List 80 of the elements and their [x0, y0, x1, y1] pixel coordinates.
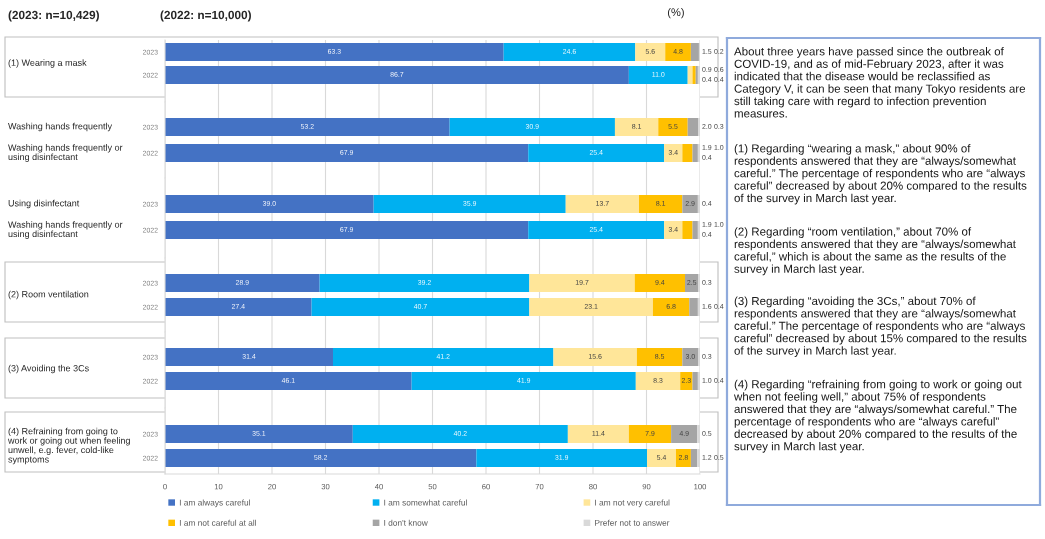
bar: [664, 221, 683, 239]
bar: [165, 348, 333, 366]
bar: [692, 372, 698, 390]
y-axis-title: (3) Avoiding the 3Cs: [8, 364, 89, 374]
text: Washing hands frequently or using disinfectant: [8, 221, 123, 239]
text: Washing hands frequently or using disinfectant: [8, 144, 123, 162]
bar: [311, 298, 530, 316]
bar: [682, 348, 699, 366]
bar: [692, 144, 698, 162]
bar: [165, 449, 477, 467]
bar: [687, 66, 693, 84]
bar: [503, 43, 636, 61]
chart-subtitle: (2022: n=10,000): [160, 10, 251, 22]
bar: [529, 274, 635, 292]
bar: [675, 449, 691, 467]
bar: [682, 144, 693, 162]
text: Washing hands frequently: [8, 122, 113, 132]
bar: [411, 372, 636, 390]
bar: [553, 348, 637, 366]
bar: [690, 449, 698, 467]
bar: [636, 348, 683, 366]
bar: [449, 118, 615, 136]
bar: [635, 43, 666, 61]
bar: [529, 298, 653, 316]
bar: [165, 66, 629, 84]
text: (2) Regarding “room ventilation,” about 70% of respondents answered that they are “always/somewhat careful,” which is about the same as the results of the survey in March last year.: [734, 227, 1016, 276]
bar: [165, 425, 353, 443]
bar: [628, 425, 672, 443]
bar: [664, 144, 683, 162]
bar: [614, 118, 659, 136]
text: About three years have passed since the outbreak of COVID-19, and as of mid-February 2023, after it was indicated that the disease would be reclassified as Category V, it can be seen that many Tokyo residents are still taking care with regard to infection prevention measures.: [734, 47, 1026, 118]
bar: [165, 298, 312, 316]
text: (4) Regarding “refraining from going to work or going out when not feeling well,” about 75% of respondents answered that they are “always/somewhat careful.” The percentage of respondents who are “always careful” decreased by about 20% compared to the results of the survey in March last year.: [733, 379, 1022, 453]
bar: [671, 425, 698, 443]
bar: [165, 274, 320, 292]
bar: [165, 43, 504, 61]
bar: [565, 195, 640, 213]
bar: [652, 298, 690, 316]
bar: [165, 195, 374, 213]
legend-label: I am always careful: [179, 499, 250, 508]
text: (3) Regarding “avoiding the 3Cs,” about 70% of respondents answered that they are “always/somewhat careful.” The percentage of respondents who are “always careful” decreased by about 15% compared to the results of the survey in March last year.: [734, 296, 1027, 358]
bar: [634, 274, 686, 292]
bar: [476, 449, 648, 467]
bar: [165, 144, 529, 162]
text: (1) Regarding “wearing a mask,” about 90% of respondents answered that they are “always/somewhat careful.” The percentage of respondents who are “always careful” decreased by about 20% compared to the results of the survey in March last year.: [734, 144, 1027, 205]
legend-label: Prefer not to answer: [595, 519, 670, 526]
legend-label: I don't know: [384, 519, 428, 526]
bar: [332, 348, 554, 366]
bar: [658, 118, 688, 136]
bar: [687, 118, 699, 136]
bar: [567, 425, 629, 443]
y-axis-title: (1) Wearing a mask: [8, 59, 87, 68]
bar: [165, 221, 529, 239]
bar: [682, 221, 693, 239]
legend-label: I am not careful at all: [179, 519, 256, 526]
bar: [689, 298, 698, 316]
bar: [165, 118, 450, 136]
bar: [352, 425, 568, 443]
bar: [635, 372, 681, 390]
x-axis-title: (%): [667, 7, 684, 19]
y-axis-title: (2) Room ventilation: [8, 290, 89, 300]
bar: [685, 274, 699, 292]
legend-label: I am not very careful: [595, 499, 670, 508]
bar: [628, 66, 688, 84]
bar: [319, 274, 530, 292]
bar: [647, 449, 676, 467]
text: (2023: n=10,429): [8, 10, 99, 22]
bar: [665, 43, 691, 61]
bar: [639, 195, 683, 213]
bar: [690, 43, 699, 61]
bar: [680, 372, 693, 390]
text: Using disinfectant: [8, 199, 80, 209]
legend-label: I am somewhat careful: [384, 499, 467, 506]
bar: [528, 221, 665, 239]
y-axis-title: (4) Refraining from going to work or going out when feeling unwell, e.g. fever, cold-like symptoms: [7, 427, 130, 465]
bar: [692, 221, 698, 239]
bar: [165, 372, 412, 390]
bar: [528, 144, 665, 162]
bar: [373, 195, 566, 213]
bar: [682, 195, 698, 213]
